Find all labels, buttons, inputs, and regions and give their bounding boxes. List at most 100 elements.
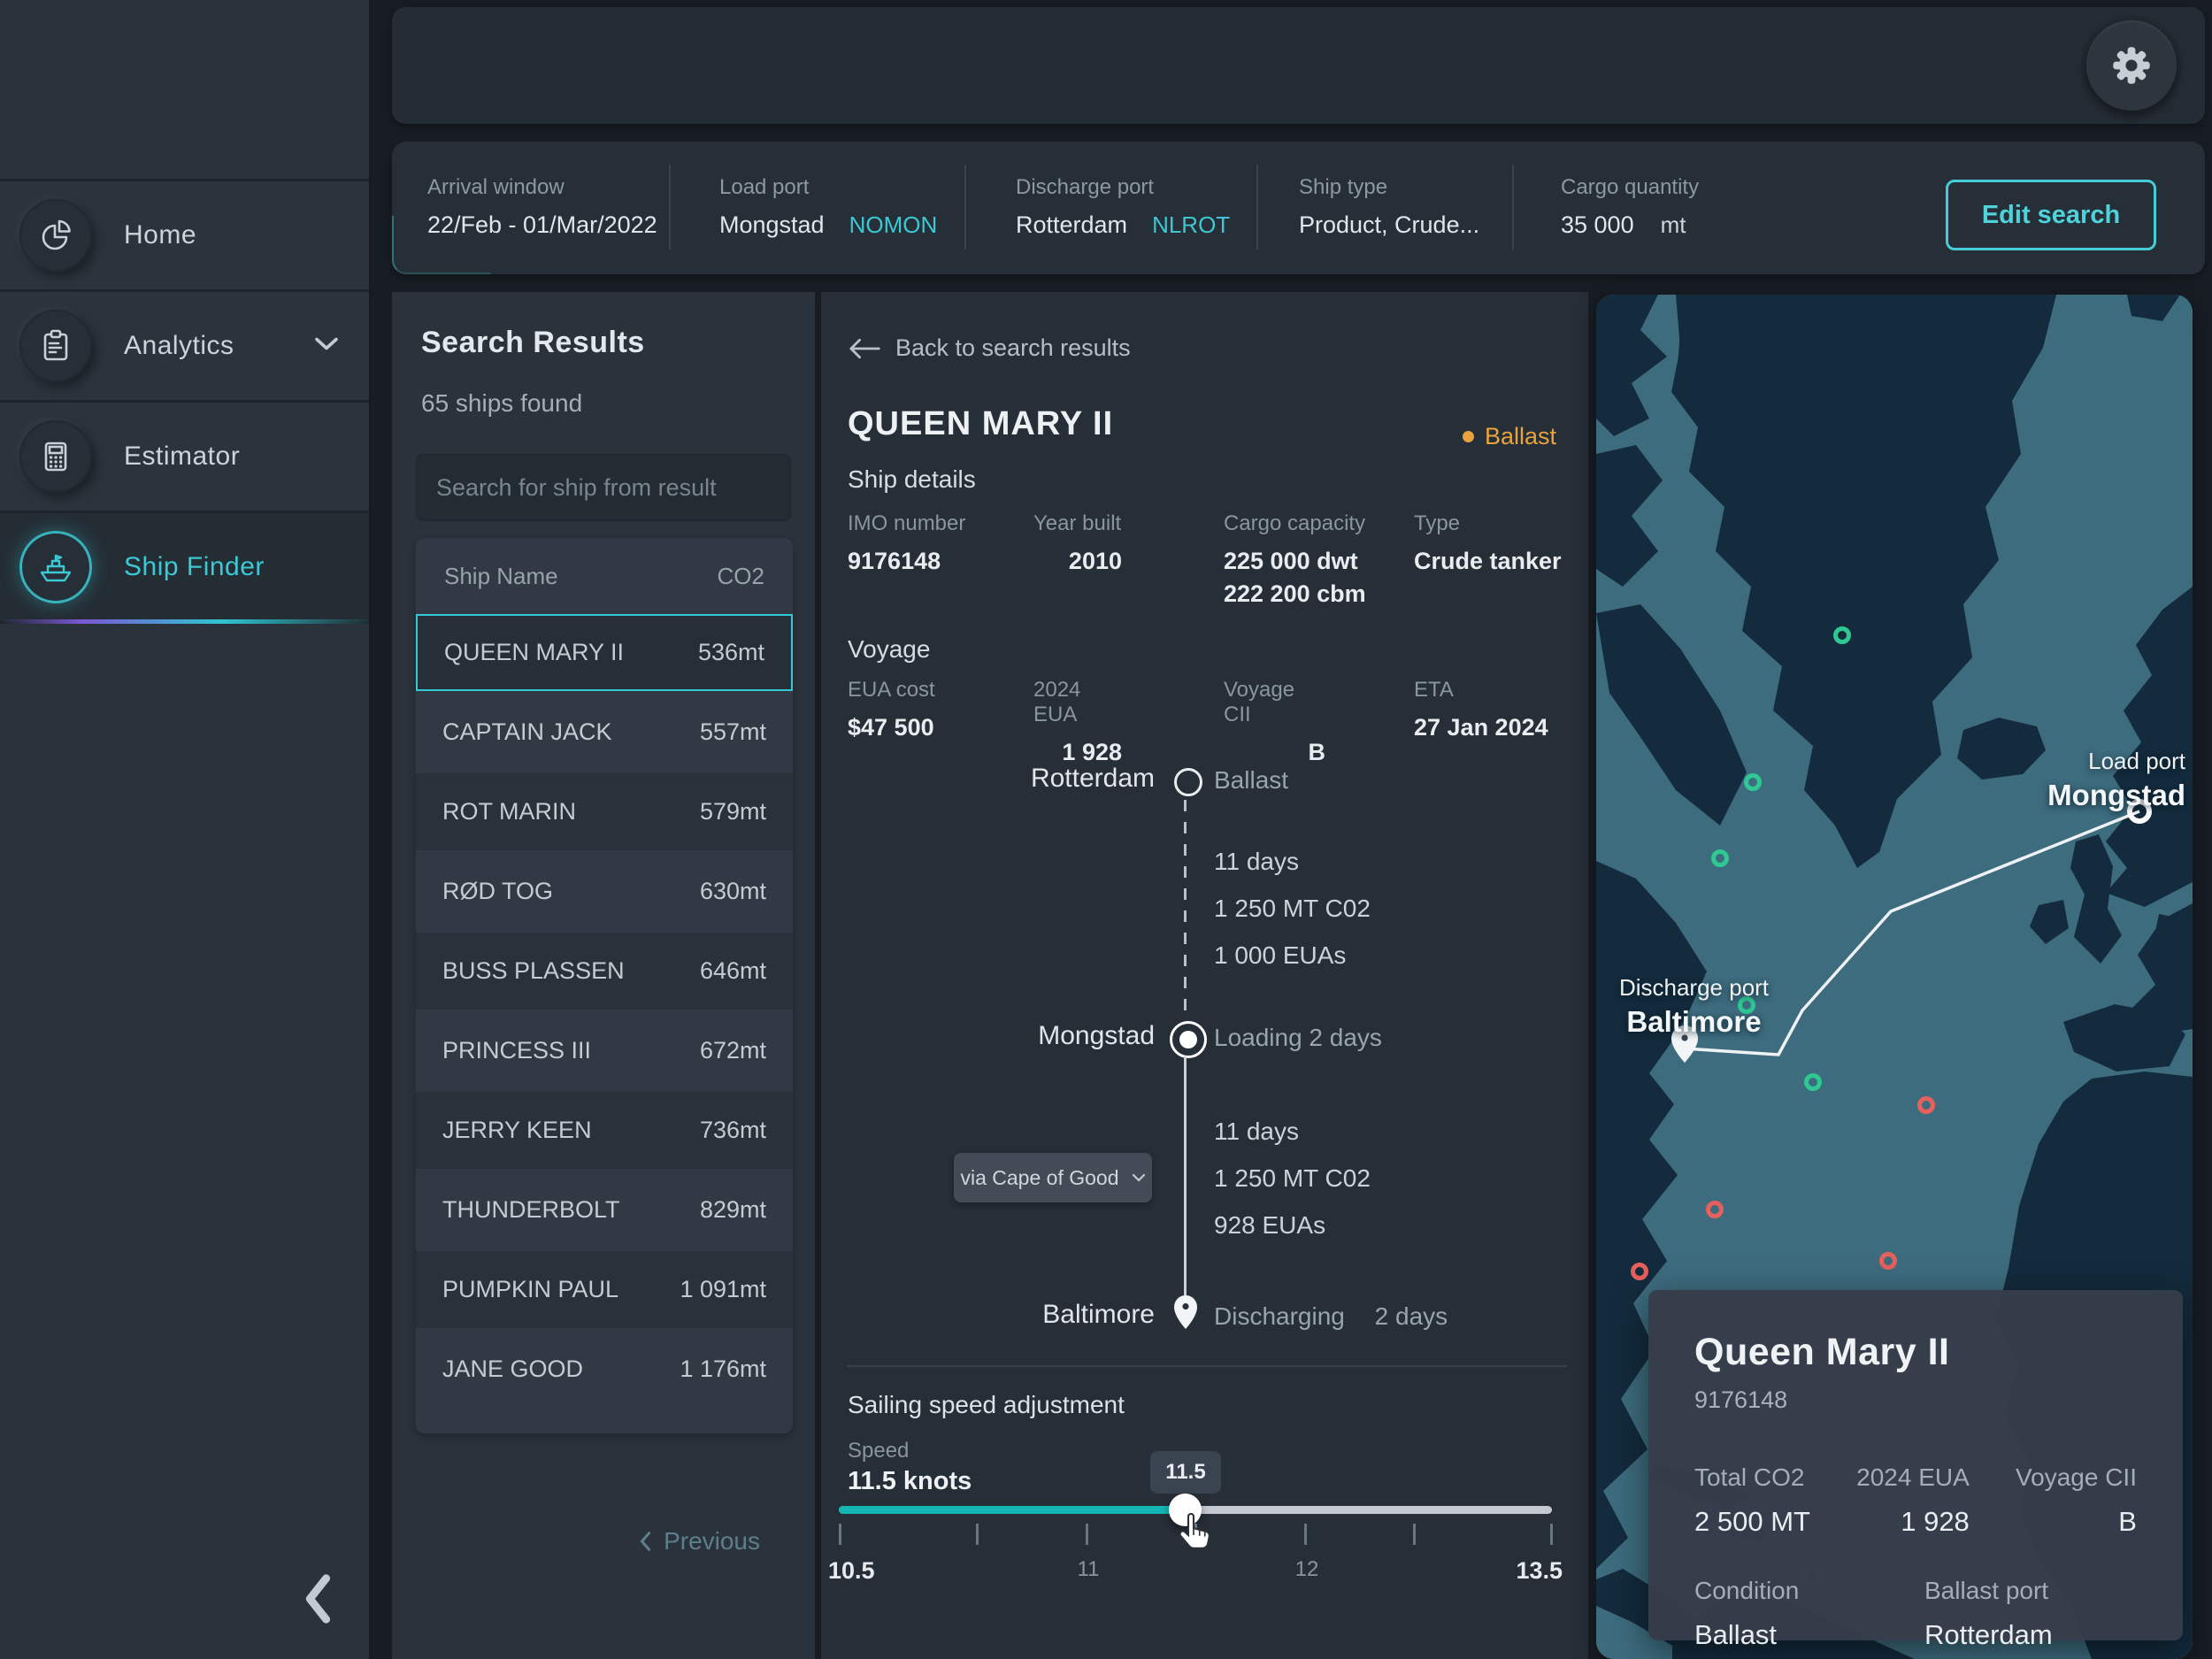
card-total-co2: Total CO2 2 500 MT: [1694, 1463, 1810, 1537]
ship-name: JANE GOOD: [442, 1356, 584, 1382]
divider: [669, 165, 671, 250]
slider-tick: [839, 1524, 841, 1545]
route-map[interactable]: Load port Mongstad Discharge port Baltim…: [1596, 295, 2193, 1659]
tick-label-min: 10.5: [828, 1557, 875, 1584]
tick-label-11: 11: [1077, 1557, 1100, 1581]
back-to-results-link[interactable]: Back to search results: [848, 334, 1131, 362]
ship-row[interactable]: RØD TOG 630mt: [416, 853, 793, 930]
back-label: Back to search results: [895, 334, 1131, 361]
sidebar-item-label: Analytics: [124, 331, 234, 360]
sidebar-logo-area: [0, 0, 369, 181]
sidebar-item-estimator[interactable]: Estimator: [0, 403, 369, 513]
timeline-port-mongstad: Mongstad: [1038, 1021, 1155, 1050]
field-unit: mt: [1660, 211, 1686, 238]
sidebar: Home Analytics: [0, 0, 372, 1659]
ship-search-input[interactable]: [416, 454, 791, 521]
field-value: Product, Crude...: [1299, 211, 1480, 238]
field-ship-type: Ship type Product, Crude...: [1299, 175, 1479, 239]
column-ship-name: Ship Name: [444, 562, 558, 589]
ships-list: QUEEN MARY II 536mt CAPTAIN JACK 557mt R…: [416, 614, 793, 1408]
card-ship-name: Queen Mary II: [1694, 1331, 1950, 1373]
field-value: Mongstad: [719, 211, 825, 238]
divider: [848, 1365, 1566, 1367]
divider: [964, 165, 966, 250]
sidebar-item-analytics[interactable]: Analytics: [0, 292, 369, 403]
slider-tick: [976, 1524, 979, 1545]
route-via-label: via Cape of Good: [960, 1165, 1119, 1189]
divider: [1512, 165, 1514, 250]
sidebar-item-ship-finder[interactable]: Ship Finder: [0, 513, 369, 624]
pie-chart-icon: [19, 199, 92, 272]
ship-row[interactable]: THUNDERBOLT 829mt: [416, 1171, 793, 1248]
ship-co2: 1 176mt: [680, 1356, 766, 1382]
ship-icon: [19, 531, 92, 603]
ships-table: Ship Name CO2 QUEEN MARY II 536mt CAPTAI…: [416, 538, 793, 1433]
cargo-capacity-field: Cargo capacity 225 000 dwt 222 200 cbm: [1224, 511, 1366, 607]
ship-name: ROT MARIN: [442, 798, 577, 825]
field-value: 22/Feb - 01/Mar/2022: [427, 211, 657, 238]
ship-row[interactable]: QUEEN MARY II 536mt: [416, 614, 793, 691]
ship-co2: 672mt: [699, 1037, 766, 1064]
year-built-field: Year built 2010: [1033, 511, 1122, 574]
speed-value: 11.5 knots: [848, 1467, 972, 1495]
ship-row[interactable]: JERRY KEEN 736mt: [416, 1092, 793, 1169]
chevron-down-icon[interactable]: [314, 337, 339, 356]
sidebar-collapse-button[interactable]: [299, 1573, 338, 1626]
voyage-cii-field: Voyage CII B: [1224, 678, 1325, 765]
slider-tick: [1550, 1524, 1553, 1545]
condition-badge: Ballast: [1462, 423, 1556, 450]
field-label: Cargo quantity: [1561, 175, 1700, 199]
ship-co2: 630mt: [699, 878, 766, 904]
sidebar-item-home[interactable]: Home: [0, 181, 369, 292]
previous-page-button[interactable]: Previous: [639, 1527, 760, 1555]
port-code: NLROT: [1152, 211, 1231, 238]
ship-co2: 646mt: [699, 957, 766, 984]
type-field: Type Crude tanker: [1414, 511, 1562, 574]
previous-label: Previous: [664, 1527, 760, 1555]
ship-co2: 736mt: [699, 1117, 766, 1143]
field-value: Rotterdam: [1016, 211, 1128, 238]
ship-name: QUEEN MARY II: [444, 639, 625, 665]
ship-name: PUMPKIN PAUL: [442, 1276, 619, 1302]
search-criteria-bar: Arrival window 22/Feb - 01/Mar/2022 Load…: [392, 142, 2205, 274]
route-via-dropdown[interactable]: via Cape of Good: [954, 1153, 1152, 1202]
ship-row[interactable]: BUSS PLASSEN 646mt: [416, 933, 793, 1010]
ship-detail-panel: Back to search results QUEEN MARY II Bal…: [821, 292, 1588, 1659]
leg2-stats: 11 days 1 250 MT C02 928 EUAs: [1214, 1118, 1371, 1239]
timeline-status-loading: Loading 2 days: [1214, 1024, 1382, 1051]
chevron-left-icon: [640, 1532, 651, 1551]
ship-row[interactable]: JANE GOOD 1 176mt: [416, 1331, 793, 1408]
speed-slider-thumb[interactable]: [1169, 1494, 1202, 1526]
gear-icon: [2113, 47, 2150, 84]
settings-button[interactable]: [2086, 20, 2177, 111]
card-eua: 2024 EUA 1 928: [1856, 1463, 1970, 1537]
ship-co2: 829mt: [699, 1196, 766, 1223]
card-ballast-port: Ballast port Rotterdam: [1924, 1577, 2053, 1650]
port-ring-icon: [1174, 768, 1202, 796]
ship-row[interactable]: ROT MARIN 579mt: [416, 773, 793, 850]
field-label: Arrival window: [427, 175, 565, 199]
badge-label: Ballast: [1484, 423, 1556, 449]
field-arrival-window: Arrival window 22/Feb - 01/Mar/2022: [427, 175, 657, 239]
ship-name: JERRY KEEN: [442, 1117, 592, 1143]
field-value: 35 000: [1561, 211, 1634, 238]
top-bar: [392, 7, 2205, 124]
ballast-dot-icon: [1462, 431, 1474, 442]
column-co2: CO2: [717, 562, 764, 589]
slider-tick: [1086, 1524, 1088, 1545]
edit-search-button[interactable]: Edit search: [1946, 180, 2156, 250]
ship-row[interactable]: PUMPKIN PAUL 1 091mt: [416, 1251, 793, 1328]
timeline-solid-leg: [1184, 1056, 1187, 1297]
ship-row[interactable]: CAPTAIN JACK 557mt: [416, 694, 793, 771]
card-cii: Voyage CII B: [2016, 1463, 2137, 1537]
arrow-left-icon: [849, 338, 880, 358]
ship-name: THUNDERBOLT: [442, 1196, 620, 1223]
search-results-panel: Search Results 65 ships found Ship Name …: [392, 292, 815, 1659]
discharge-duration: 2 days: [1374, 1302, 1448, 1330]
ship-co2: 557mt: [699, 718, 766, 745]
field-label: Load port: [719, 175, 810, 199]
field-label: Ship type: [1299, 175, 1388, 199]
ship-row[interactable]: PRINCESS III 672mt: [416, 1012, 793, 1089]
tick-label-12: 12: [1294, 1557, 1319, 1581]
card-condition-row: Condition Ballast Ballast port Rotterdam: [1694, 1577, 2137, 1651]
